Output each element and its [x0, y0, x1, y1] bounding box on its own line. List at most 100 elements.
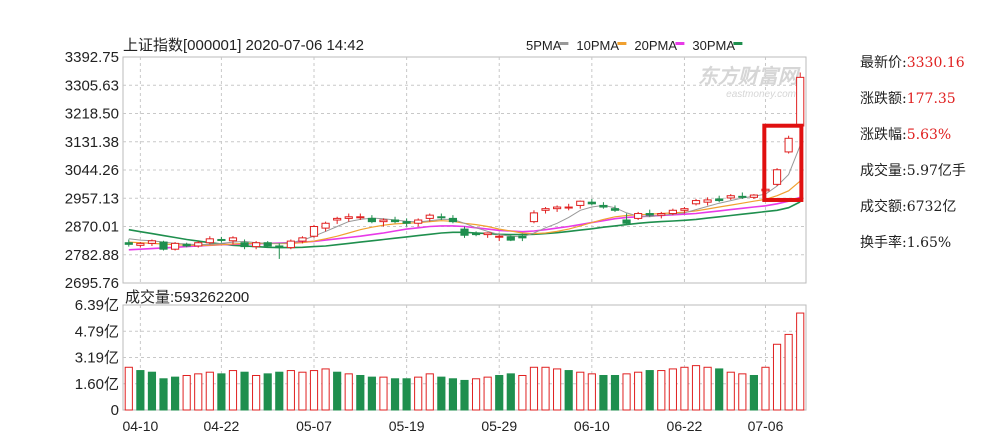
volume-bar: [147, 371, 157, 411]
watermark-subtext: eastmoney.com: [726, 89, 796, 100]
candle-body: [171, 242, 180, 250]
volume-bar: [240, 371, 249, 411]
volume-bar: [726, 371, 735, 411]
candle-body: [379, 219, 388, 223]
volume-bar: [691, 365, 701, 411]
candle-body: [772, 169, 782, 185]
candle-body: [483, 232, 492, 236]
volume-bar: [576, 371, 585, 411]
volume-bar: [228, 370, 238, 411]
quote-stats-panel: 最新价:3330.16 涨跌额:177.35 涨跌幅:5.63% 成交量:5.9…: [860, 52, 1000, 268]
candle-body: [217, 238, 226, 241]
stat-value: 5.97亿手: [906, 163, 966, 179]
stat-label: 成交额:: [860, 199, 907, 215]
candle-body: [634, 213, 643, 219]
volume-bar: [553, 368, 562, 411]
volume-bar: [252, 374, 261, 411]
candle-body: [263, 242, 272, 247]
legend-swatch: [617, 42, 627, 45]
candle-body: [506, 236, 515, 241]
volume-bar: [298, 371, 307, 411]
volume-bar: [344, 373, 353, 411]
volume-bar: [402, 378, 411, 411]
price-y-tick-label: 3131.38: [65, 134, 119, 151]
volume-bar: [541, 366, 550, 411]
chart-title: 上证指数[000001] 2020-07-06 14:42: [123, 37, 364, 54]
price-y-tick-label: 2695.76: [65, 275, 119, 292]
x-tick-label: 04-10: [122, 418, 158, 433]
volume-title: 成交量:593262200: [125, 288, 249, 306]
volume-bar: [217, 373, 226, 411]
legend-label: 5PMA: [526, 38, 562, 53]
candle-body: [425, 214, 434, 219]
candle-body: [657, 213, 666, 216]
candle-body: [645, 213, 654, 216]
volume-y-tick-label: 3.19亿: [75, 350, 119, 367]
volume-bar: [784, 333, 793, 411]
volume-bar: [379, 376, 388, 411]
volume-bar: [657, 370, 666, 411]
legend-swatch: [559, 42, 569, 45]
stat-turnover-rate: 换手率:1.65%: [860, 232, 1000, 268]
candle-body: [668, 209, 677, 215]
legend-swatch: [675, 42, 685, 45]
volume-bar: [529, 366, 539, 411]
price-y-tick-label: 3392.75: [65, 49, 119, 66]
stat-change-percent: 涨跌幅:5.63%: [860, 124, 1000, 160]
volume-bar: [715, 368, 724, 411]
volume-bar: [610, 374, 620, 411]
volume-bar: [356, 374, 365, 411]
volume-bar: [414, 376, 423, 411]
candle-body: [321, 222, 330, 229]
stat-value: 3330.16: [906, 55, 965, 71]
volume-bar: [518, 374, 527, 411]
volume-bar: [796, 312, 805, 411]
stat-value: 5.63%: [906, 127, 952, 143]
candle-body: [715, 198, 724, 202]
volume-bar: [437, 376, 446, 411]
volume-bar: [136, 370, 145, 411]
candle-body: [286, 240, 295, 249]
x-tick-label: 06-10: [574, 418, 610, 433]
volume-bar: [448, 378, 458, 411]
volume-y-tick-label: 1.60亿: [75, 376, 119, 393]
candle-body: [124, 242, 133, 245]
volume-bar: [205, 371, 214, 411]
candle-body: [541, 208, 550, 211]
stat-latest-price: 最新价:3330.16: [860, 52, 1000, 88]
candle-body: [390, 219, 400, 223]
kline-chart[interactable]: 3392.75 3305.63 3218.50 3131.38 3044.26 2957.…: [0, 0, 860, 433]
stat-label: 换手率:: [860, 235, 907, 251]
stat-turnover-amount: 成交额:6732亿: [860, 196, 1000, 232]
candle-body: [738, 195, 747, 198]
candle-body: [182, 243, 191, 247]
volume-y-tick-label: 4.79亿: [75, 323, 119, 340]
stat-label: 成交量:: [860, 163, 907, 179]
x-tick-label: 07-06: [748, 418, 784, 433]
volume-bar: [703, 366, 712, 411]
volume-bar: [772, 343, 782, 411]
stat-label: 最新价:: [860, 55, 907, 71]
volume-bar: [495, 374, 504, 411]
volume-bar: [275, 371, 284, 411]
candle-body: [136, 242, 145, 246]
candle-body: [599, 204, 608, 208]
stat-label: 涨跌额:: [860, 91, 907, 107]
stat-change-amount: 涨跌额:177.35: [860, 88, 1000, 124]
legend-label: 30PMA: [692, 38, 735, 53]
volume-y-tick-label: 0: [111, 402, 119, 419]
volume-bar: [749, 374, 758, 411]
candle-body: [437, 216, 446, 219]
volume-bar: [460, 379, 469, 411]
candle-body: [298, 237, 307, 242]
watermark-text: 东方财富网: [698, 65, 801, 88]
stat-label: 涨跌幅:: [860, 127, 907, 143]
volume-y-tick-label: 6.39亿: [75, 297, 119, 314]
candle-body: [275, 245, 284, 249]
volume-bar: [425, 373, 434, 411]
volume-bar: [124, 366, 133, 411]
candle-body: [726, 195, 735, 199]
candle-body: [240, 242, 249, 248]
volume-bar: [668, 368, 677, 411]
